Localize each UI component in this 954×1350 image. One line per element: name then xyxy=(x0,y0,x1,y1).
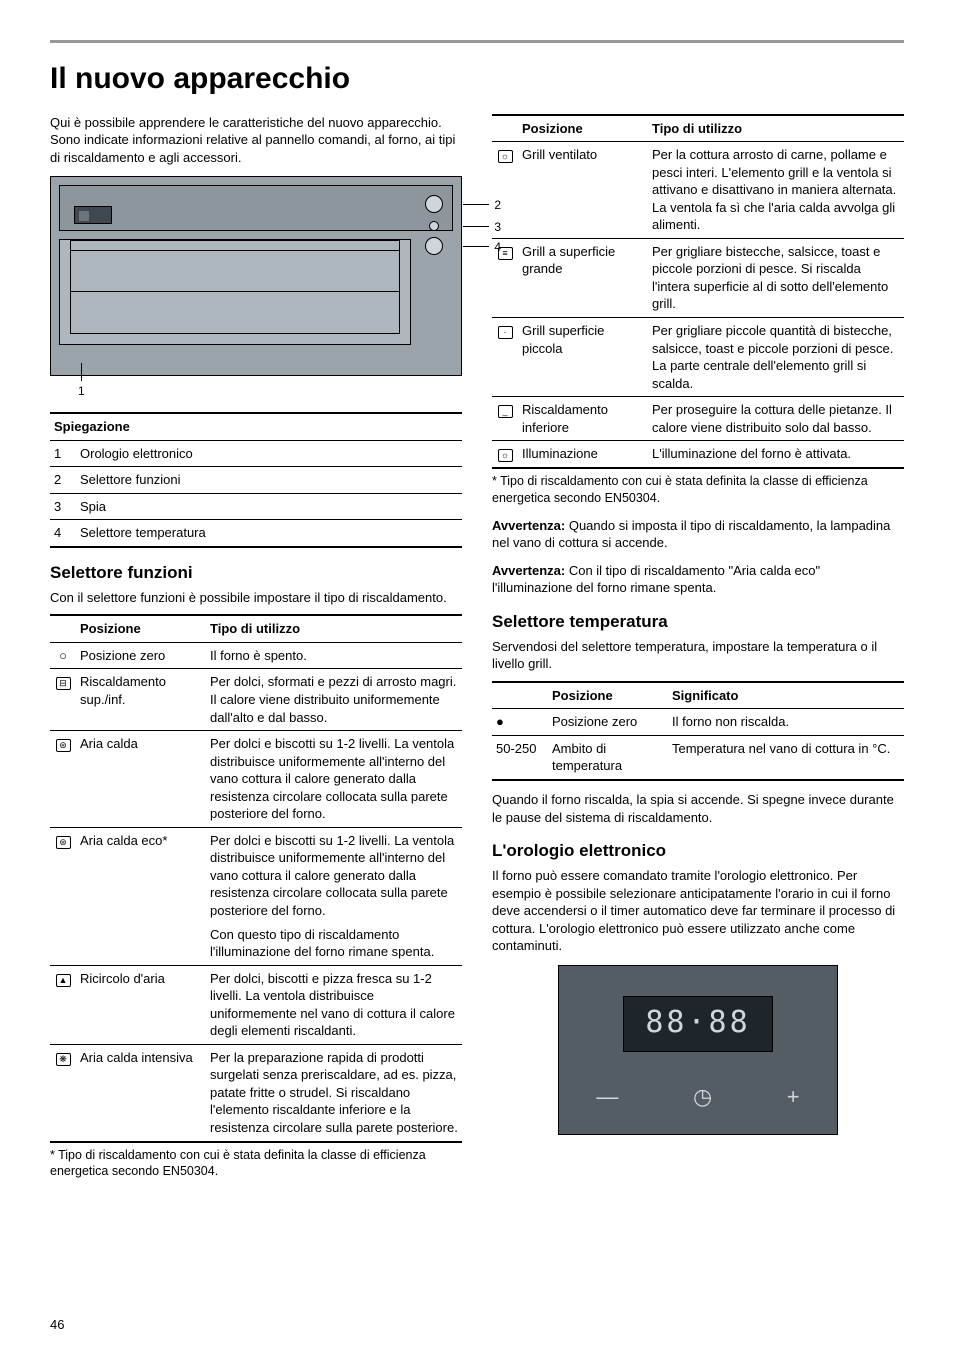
oven-cavity xyxy=(59,239,411,345)
avvertenza-2: Avvertenza: Con il tipo di riscaldamento… xyxy=(492,562,904,597)
funzioni-table-left: Posizione Tipo di utilizzo ○ Posizione z… xyxy=(50,614,462,1142)
symbol-icon: ❋ xyxy=(50,1044,76,1141)
symbol-icon: ⊛ xyxy=(50,827,76,965)
oven-display-icon xyxy=(74,206,112,224)
symbol-icon: ⊛ xyxy=(50,731,76,828)
page-title: Il nuovo apparecchio xyxy=(50,59,904,100)
selettore-temperatura-intro: Servendosi del selettore temperatura, im… xyxy=(492,638,904,673)
funzioni-table-right: Posizione Tipo di utilizzo ☼ Grill venti… xyxy=(492,114,904,469)
callout-4: 4 xyxy=(494,239,501,255)
spiegazione-header: Spiegazione xyxy=(50,413,462,440)
oven-control-panel xyxy=(59,185,453,231)
intro-text: Qui è possibile apprendere le caratteris… xyxy=(50,114,462,167)
symbol-icon: ⊟ xyxy=(50,669,76,731)
knob-icon xyxy=(425,237,443,255)
clock-display: 88·88 xyxy=(623,996,773,1052)
oven-diagram: 1 2 3 4 xyxy=(50,176,462,376)
col-tipo: Tipo di utilizzo xyxy=(648,115,904,142)
right-column: Posizione Tipo di utilizzo ☼ Grill venti… xyxy=(492,114,904,1189)
col-posizione: Posizione xyxy=(548,682,668,709)
selettore-funzioni-heading: Selettore funzioni xyxy=(50,562,462,585)
selettore-funzioni-intro: Con il selettore funzioni è possibile im… xyxy=(50,589,462,607)
callout-2: 2 xyxy=(494,197,501,213)
symbol-icon: ☼ xyxy=(492,441,518,468)
avvertenza-1: Avvertenza: Quando si imposta il tipo di… xyxy=(492,517,904,552)
symbol-icon: ○ xyxy=(50,642,76,669)
left-column: Qui è possibile apprendere le caratteris… xyxy=(50,114,462,1189)
col-significato: Significato xyxy=(668,682,904,709)
col-posizione: Posizione xyxy=(518,115,648,142)
callout-3: 3 xyxy=(494,219,501,235)
callout-1: 1 xyxy=(78,383,85,399)
col-tipo: Tipo di utilizzo xyxy=(206,615,462,642)
plus-icon: + xyxy=(787,1082,800,1112)
page-number: 46 xyxy=(50,1316,64,1334)
minus-icon: — xyxy=(596,1082,618,1112)
top-rule xyxy=(50,40,904,43)
symbol-icon: · xyxy=(492,317,518,396)
temp-after-text: Quando il forno riscalda, la spia si acc… xyxy=(492,791,904,826)
symbol-icon: ▲ xyxy=(50,965,76,1044)
two-column-layout: Qui è possibile apprendere le caratteris… xyxy=(50,114,904,1189)
col-posizione: Posizione xyxy=(76,615,206,642)
clock-icon: ◷ xyxy=(693,1082,712,1112)
selettore-temperatura-heading: Selettore temperatura xyxy=(492,611,904,634)
spiegazione-table: Spiegazione 1Orologio elettronico 2Selet… xyxy=(50,412,462,548)
temperatura-table: Posizione Significato ● Posizione zero I… xyxy=(492,681,904,781)
clock-diagram: 88·88 — ◷ + xyxy=(558,965,838,1135)
symbol-icon: ● xyxy=(492,709,548,736)
footnote-right: * Tipo di riscaldamento con cui è stata … xyxy=(492,473,904,507)
symbol-icon: _ xyxy=(492,397,518,441)
orologio-heading: L'orologio elettronico xyxy=(492,840,904,863)
footnote-left: * Tipo di riscaldamento con cui è stata … xyxy=(50,1147,462,1181)
orologio-intro: Il forno può essere comandato tramite l'… xyxy=(492,867,904,955)
